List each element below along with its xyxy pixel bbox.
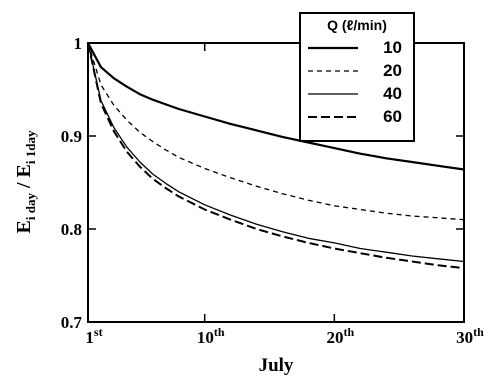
legend-items: 10 20 40 60 xyxy=(308,38,402,126)
series-line-10 xyxy=(87,42,465,171)
legend: Q (ℓ/min) 10 20 40 60 xyxy=(299,12,415,142)
x-tick-label: 10th xyxy=(197,325,225,347)
x-tick-number: 1 xyxy=(85,328,94,347)
y-axis-title-sep: / E xyxy=(13,164,35,193)
x-tick-ordinal: th xyxy=(214,325,225,339)
series-layer xyxy=(87,42,465,270)
x-axis-title: July xyxy=(259,355,294,376)
x-tick-ordinal: th xyxy=(473,325,484,339)
x-tick-ordinal: th xyxy=(344,325,355,339)
y-axis-title-sub1: i day xyxy=(23,193,38,221)
legend-label-60: 60 xyxy=(383,107,402,126)
x-tick-number: 20 xyxy=(327,328,344,347)
x-tick-number: 10 xyxy=(197,328,214,347)
x-tick-number: 30 xyxy=(456,328,473,347)
x-tick-label: 20th xyxy=(327,325,355,347)
y-axis-title-main: E xyxy=(13,220,35,233)
x-tick-label: 1st xyxy=(85,325,102,347)
y-axis-title: Ei day / Ei 1day xyxy=(13,130,38,233)
legend-label-20: 20 xyxy=(383,61,402,80)
series-line-60 xyxy=(87,42,465,270)
legend-label-40: 40 xyxy=(383,84,402,103)
y-tick-label: 0.7 xyxy=(61,313,83,332)
legend-box xyxy=(299,12,415,142)
y-tick-label: 1 xyxy=(74,34,83,53)
legend-title: Q (ℓ/min) xyxy=(327,17,387,33)
plot-frame xyxy=(87,42,465,323)
y-tick-label: 0.8 xyxy=(61,220,82,239)
series-line-20 xyxy=(87,42,465,221)
x-tick-label: 30th xyxy=(456,325,484,347)
legend-label-10: 10 xyxy=(383,38,402,57)
y-tick-label: 0.9 xyxy=(61,127,82,146)
y-axis-title-sub2: i 1day xyxy=(23,130,38,164)
x-tick-ordinal: st xyxy=(94,325,103,339)
series-line-40 xyxy=(87,42,465,263)
